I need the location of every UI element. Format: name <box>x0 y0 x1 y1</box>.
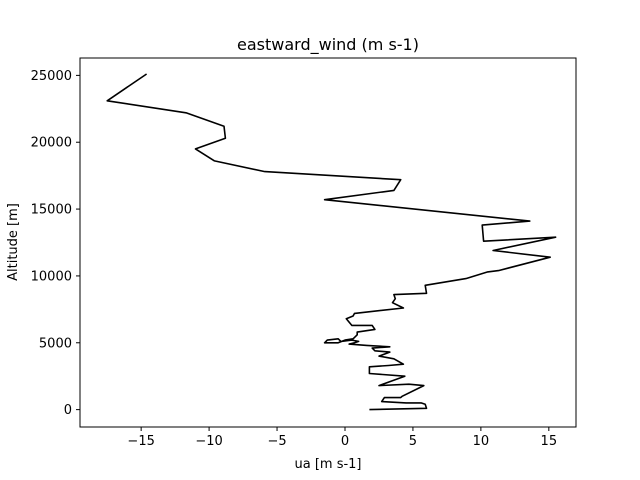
x-tick-label: −5 <box>267 434 286 449</box>
y-tick-label: 0 <box>64 403 72 418</box>
plot-series <box>106 73 557 411</box>
y-tick-label: 5000 <box>39 336 72 351</box>
y-tick-label: 10000 <box>31 269 72 284</box>
y-axis-label: Altitude [m] <box>6 203 21 281</box>
y-axis-ticks: 0 5000 10000 15000 20000 25000 <box>31 69 80 418</box>
x-tick-label: 10 <box>473 434 490 449</box>
y-tick-label: 15000 <box>31 203 72 218</box>
plot-frame <box>79 57 577 428</box>
x-tick-label: −10 <box>195 434 222 449</box>
x-tick-label: −15 <box>127 434 154 449</box>
x-tick-label: 5 <box>409 434 417 449</box>
chart-title: eastward_wind (m s-1) <box>237 35 419 55</box>
x-tick-label: 15 <box>541 434 558 449</box>
y-tick-label: 25000 <box>31 69 72 84</box>
x-tick-label: 0 <box>341 434 349 449</box>
y-tick-label: 20000 <box>31 136 72 151</box>
plot-background <box>80 58 576 427</box>
x-axis-ticks: −15 −10 −5 0 5 10 15 <box>127 427 557 449</box>
wind-profile-line <box>106 73 557 411</box>
x-axis-label: ua [m s-1] <box>294 457 361 472</box>
